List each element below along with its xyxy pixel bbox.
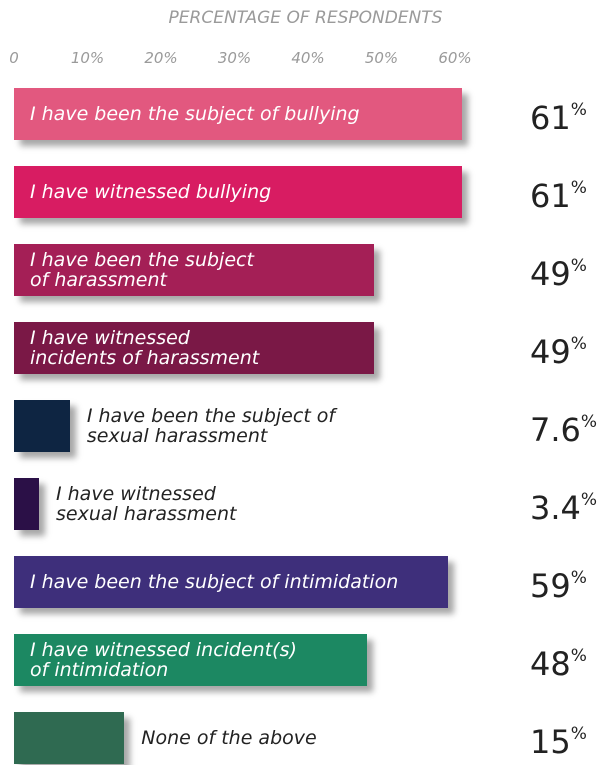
value-label: 3.4% bbox=[530, 489, 598, 527]
x-tick-label: 40% bbox=[291, 49, 325, 67]
category-label: I have been the subject of sexual harass… bbox=[86, 405, 336, 447]
category-label: None of the above bbox=[141, 727, 317, 749]
bar bbox=[14, 322, 375, 374]
category-label: I have witnessed incidents of harassment bbox=[30, 327, 260, 369]
category-label: I have witnessed sexual harassment bbox=[55, 483, 237, 525]
value-label: 61% bbox=[530, 177, 587, 215]
bar bbox=[14, 556, 448, 608]
axis-label: PERCENTAGE OF RESPONDENTS bbox=[168, 8, 443, 28]
bar bbox=[14, 712, 125, 764]
x-tick-label: 0 bbox=[9, 49, 19, 67]
bar bbox=[14, 634, 367, 686]
bar bbox=[14, 166, 463, 218]
x-tick-label: 30% bbox=[217, 49, 252, 67]
value-label: 49% bbox=[530, 333, 587, 371]
category-label: I have been the subject of bullying bbox=[30, 103, 360, 125]
value-label: 15% bbox=[530, 723, 587, 761]
bar bbox=[14, 244, 375, 296]
bar bbox=[14, 88, 463, 140]
x-tick-label: 20% bbox=[144, 49, 178, 67]
x-tick-label: 10% bbox=[70, 49, 105, 67]
x-tick-label: 60% bbox=[438, 49, 472, 67]
value-label: 7.6% bbox=[530, 411, 598, 449]
bar bbox=[14, 400, 70, 452]
value-label: 49% bbox=[530, 255, 587, 293]
value-label: 59% bbox=[530, 567, 587, 605]
x-tick-label: 50% bbox=[364, 49, 399, 67]
value-label: 48% bbox=[530, 645, 587, 683]
category-label: I have been the subject of intimidation bbox=[30, 571, 399, 593]
category-label: I have been the subject of harassment bbox=[30, 249, 254, 291]
value-label: 61% bbox=[530, 99, 587, 137]
category-label: I have witnessed bullying bbox=[30, 181, 272, 203]
bar bbox=[14, 478, 39, 530]
category-label: I have witnessed incident(s) of intimida… bbox=[30, 639, 297, 681]
